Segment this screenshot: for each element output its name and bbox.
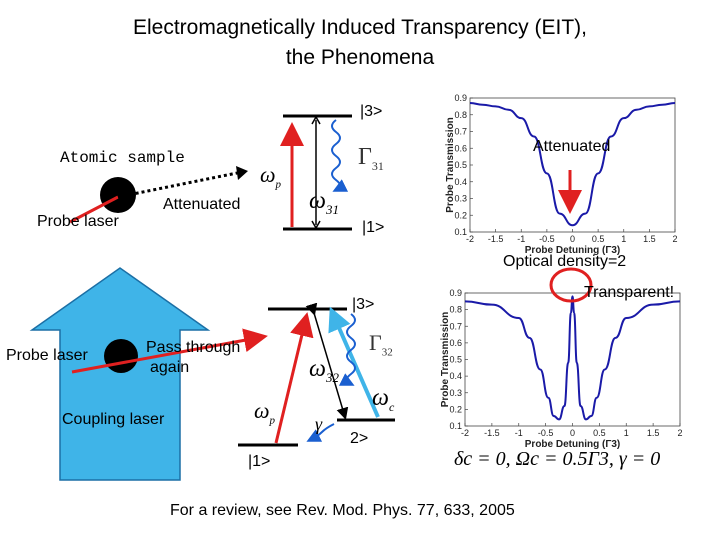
- y-tick-label: 0.7: [449, 321, 462, 331]
- x-tick-label: -1.5: [484, 428, 500, 438]
- gamma-decay-wave: [306, 423, 335, 442]
- x-tick-label: 2: [677, 428, 682, 438]
- omega-c-label: ωc: [372, 385, 395, 414]
- y-tick-label: 0.9: [449, 288, 462, 298]
- x-tick-label: -1: [517, 234, 525, 244]
- eit-parameters: δc = 0, Ωc = 0.5Γ3, γ = 0: [454, 448, 661, 470]
- x-tick-label: 0.5: [592, 234, 605, 244]
- x-tick-label: 1.5: [647, 428, 660, 438]
- coupling-laser-label: Coupling laser: [62, 411, 165, 428]
- y-tick-label: 0.5: [449, 355, 462, 365]
- y-tick-label: 0.5: [454, 160, 467, 170]
- probe-beam-in: [69, 195, 119, 224]
- transparent-highlight-circle: [549, 267, 593, 303]
- level2-label-bottom: 2>: [350, 430, 369, 447]
- y-tick-label: 0.4: [454, 177, 467, 187]
- x-tick-label: 0.5: [593, 428, 606, 438]
- plot-frame: [464, 292, 681, 427]
- transmission-plot-transparent: -2 -1.5 -1 -0.5 0 0.5 1 1.5 2 0.1 0.2 0.3 0.4 0.5 0.6 0…: [440, 288, 683, 450]
- slide-title-line2: the Phenomena: [285, 46, 435, 69]
- y-tick-label: 0.2: [454, 210, 467, 220]
- gamma32-decay-wave: [338, 313, 356, 386]
- probe-transition-arrow-bottom: [274, 312, 314, 444]
- y-tick-label: 0.3: [449, 388, 462, 398]
- x-tick-label: -0.5: [539, 234, 555, 244]
- omega32-label: ω32: [309, 356, 339, 385]
- atomic-sample-dot-2: [104, 339, 138, 373]
- omega32-gap: [305, 302, 349, 420]
- slide-title-line1: Electromagnetically Induced Transparency…: [132, 16, 588, 39]
- omega31-arrow-up: [311, 115, 321, 125]
- y-tick-label: 0.6: [449, 338, 462, 348]
- x-axis-label: Probe Detuning (Γ3): [525, 439, 620, 450]
- attenuated-plot-label: Attenuated: [533, 138, 611, 155]
- transmission-curve: [469, 102, 676, 227]
- x-tick-label: 0: [570, 428, 575, 438]
- x-tick-label: -1.5: [488, 234, 504, 244]
- y-tick-label: 0.9: [454, 93, 467, 103]
- y-tick-label: 0.2: [449, 404, 462, 414]
- y-tick-label: 0.7: [454, 127, 467, 137]
- x-tick-label: 1.5: [643, 234, 656, 244]
- gamma32-label: Γ32: [369, 330, 393, 359]
- x-tick-label: 2: [672, 234, 677, 244]
- transmission-curve: [464, 295, 681, 421]
- y-tick-label: 0.6: [454, 143, 467, 153]
- y-tick-label: 0.8: [449, 305, 462, 315]
- review-reference: For a review, see Rev. Mod. Phys. 77, 63…: [170, 502, 515, 519]
- level1-label-bottom: |1>: [248, 453, 271, 470]
- x-tick-label: -1: [515, 428, 523, 438]
- x-tick-label: 1: [621, 234, 626, 244]
- y-axis-label: Probe Transmission: [440, 312, 451, 408]
- pass-through-again-label: again: [150, 359, 190, 376]
- omega-p-label-top: ωp: [260, 162, 282, 191]
- probe-laser-label-bottom: Probe laser: [6, 347, 88, 364]
- x-tick-label: 0: [570, 234, 575, 244]
- y-tick-label: 0.4: [449, 371, 462, 381]
- omega31-label: ω31: [309, 188, 339, 217]
- y-axis-label: Probe Transmission: [445, 117, 456, 213]
- gamma31-decay-wave: [331, 119, 349, 192]
- probe-laser-label-top: Probe laser: [37, 213, 119, 230]
- attenuated-beam-label: Attenuated: [163, 196, 241, 213]
- transmission-plot-attenuated: -2 -1.5 -1 -0.5 0 0.5 1 1.5 2 0.1 0.2 0.3 0.4 0.5 0.6 0…: [445, 93, 678, 256]
- attenuated-arrowhead: [236, 166, 248, 180]
- omega31-arrow-down: [311, 220, 321, 230]
- y-tick-label: 0.1: [454, 227, 467, 237]
- pass-through-label: Pass through: [146, 339, 241, 356]
- x-tick-label: -2: [466, 234, 474, 244]
- y-tick-label: 0.1: [449, 421, 462, 431]
- transparent-label: Transparent!: [584, 284, 675, 301]
- coupling-laser-arrow: [29, 267, 211, 481]
- x-tick-label: 1: [624, 428, 629, 438]
- probe-beam-pass: [71, 328, 268, 374]
- coupling-transition-arrow: [328, 306, 380, 418]
- plot-frame: [469, 97, 676, 233]
- x-tick-label: -2: [461, 428, 469, 438]
- y-tick-label: 0.3: [454, 194, 467, 204]
- probe-beam-attenuated: [117, 170, 243, 199]
- atomic-sample-dot: [100, 177, 136, 213]
- atomic-sample-label: Atomic sample: [60, 149, 185, 167]
- optical-density-label: Optical density=2: [503, 253, 627, 270]
- x-tick-label: -0.5: [538, 428, 554, 438]
- level3-label-top: |3>: [360, 103, 383, 120]
- gamma-small-label: γ: [315, 414, 323, 434]
- x-axis-label: Probe Detuning (Γ3): [525, 245, 620, 256]
- omega-p-label-bottom: ωp: [254, 398, 276, 427]
- level1-label-top: |1>: [362, 219, 385, 236]
- level3-label-bottom: |3>: [352, 296, 375, 313]
- gamma31-label: Γ31: [358, 144, 384, 173]
- y-tick-label: 0.8: [454, 110, 467, 120]
